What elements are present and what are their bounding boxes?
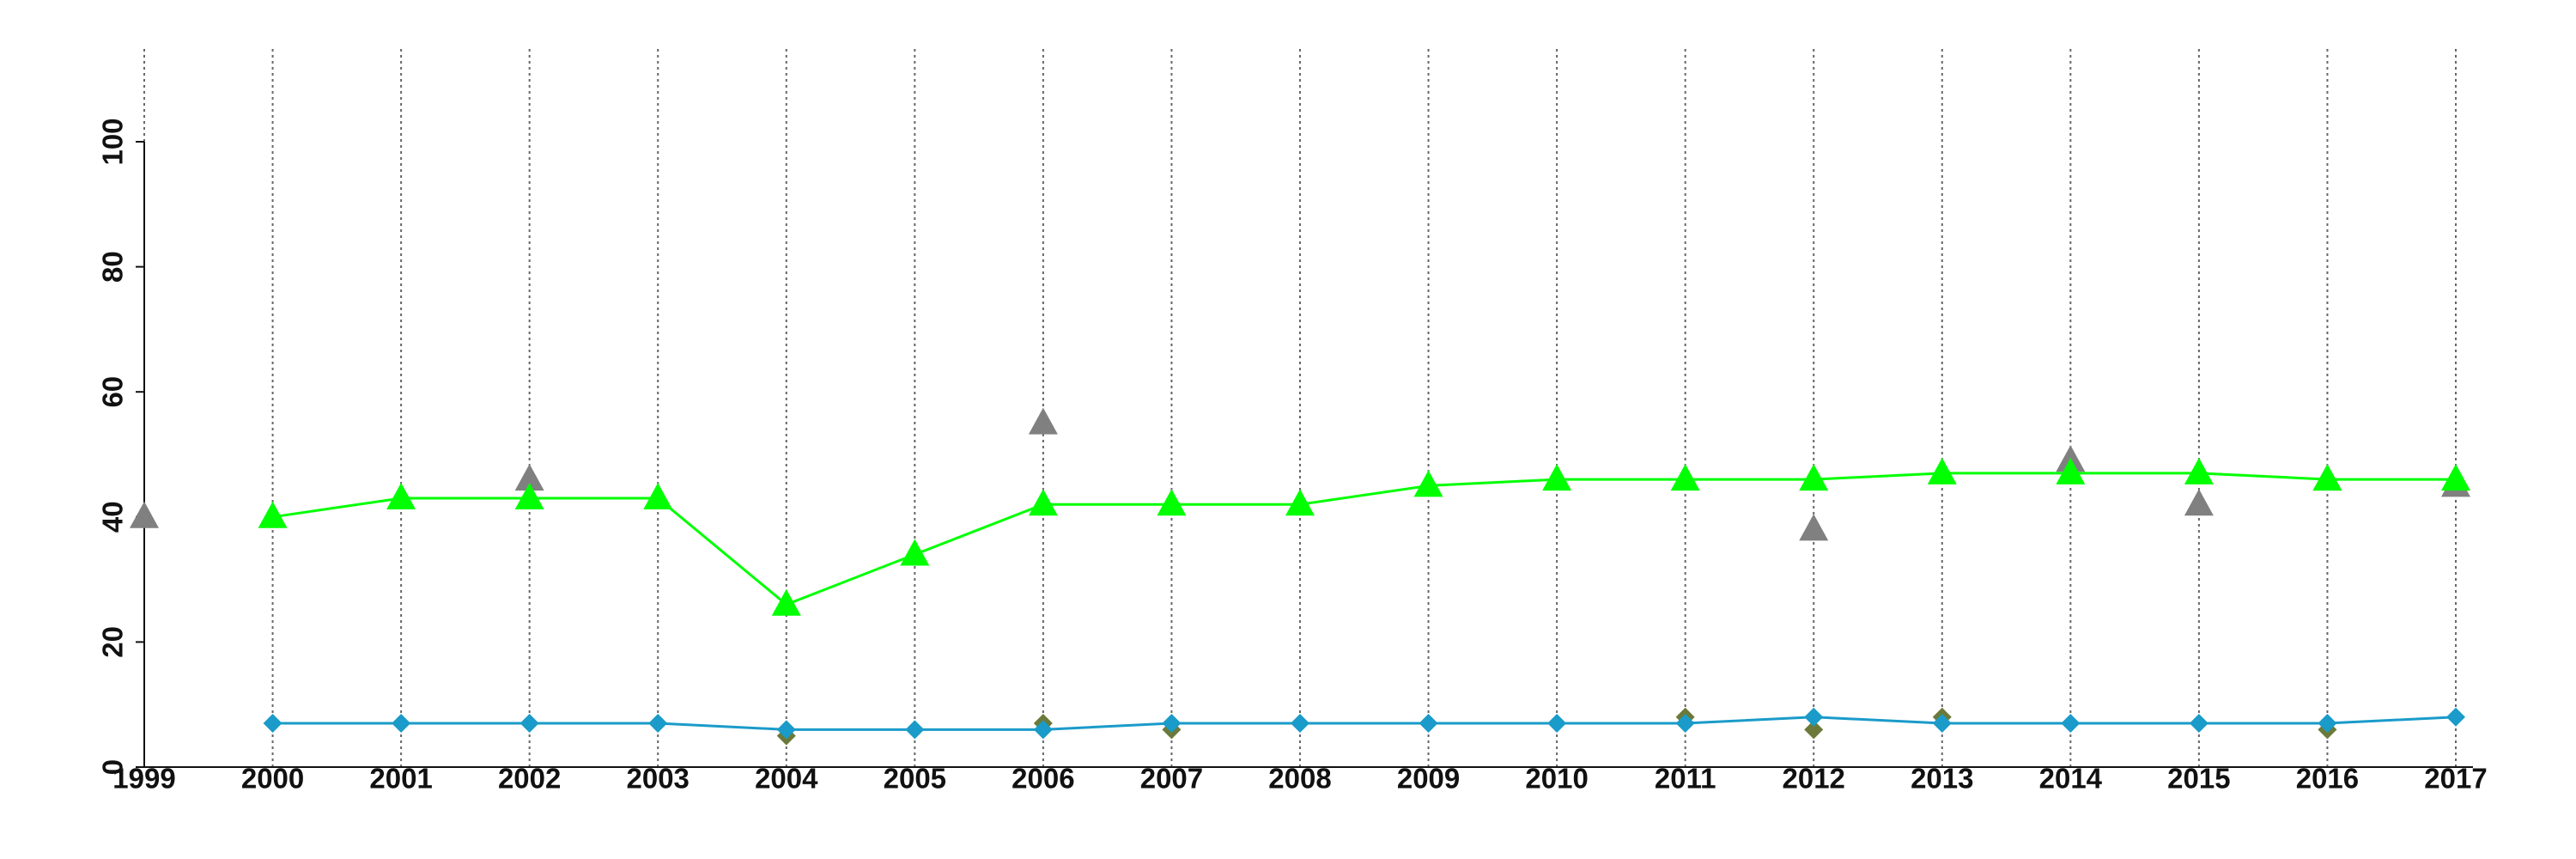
triangle-marker: [130, 501, 159, 528]
diamond-marker: [776, 720, 796, 740]
triangle-marker: [771, 588, 801, 616]
diamond-marker: [2446, 707, 2465, 727]
triangle-marker: [1799, 514, 1829, 541]
triangle-marker: [2441, 464, 2470, 491]
triangle-marker: [258, 501, 288, 528]
diamond-marker: [263, 714, 283, 734]
y-tick-label: 20: [97, 626, 129, 658]
y-tick-label: 60: [97, 376, 129, 408]
triangle-marker: [1028, 407, 1058, 435]
diamond-marker: [1804, 720, 1824, 740]
diamond-marker: [1033, 720, 1053, 740]
diamond-marker: [2318, 714, 2337, 734]
triangle-marker: [386, 482, 416, 509]
triangle-marker: [1413, 470, 1443, 497]
triangle-marker: [1799, 464, 1829, 491]
triangle-marker: [1028, 489, 1058, 516]
diamond-marker: [519, 714, 539, 734]
diamond-marker: [1291, 714, 1309, 734]
series-line: [272, 716, 2457, 731]
series-line: [272, 472, 2456, 606]
diamond-marker: [648, 714, 668, 734]
diamond-marker: [1932, 714, 1952, 734]
y-tick-label: 100: [97, 118, 129, 165]
diamond-marker: [1419, 714, 1438, 734]
triangle-marker: [514, 464, 544, 491]
triangle-marker: [1542, 464, 1572, 491]
triangle-marker: [2184, 457, 2214, 484]
triangle-marker: [900, 539, 930, 566]
triangle-marker: [2312, 464, 2342, 491]
diamond-marker: [2061, 714, 2081, 734]
triangle-marker: [1927, 457, 1957, 484]
diamond-marker: [905, 720, 925, 740]
triangle-marker: [1670, 464, 1700, 491]
diamond-marker: [1804, 707, 1824, 727]
triangle-marker: [2056, 457, 2086, 484]
diamond-marker: [2189, 714, 2208, 734]
triangle-marker: [1285, 489, 1315, 516]
y-tick-label: 0: [97, 759, 129, 775]
triangle-marker: [2184, 489, 2214, 516]
triangle-marker: [514, 482, 544, 509]
triangle-marker: [1157, 489, 1187, 516]
triangle-marker: [643, 482, 673, 509]
y-tick-label: 40: [97, 501, 129, 533]
diamond-marker: [392, 714, 411, 734]
diamond-marker: [1162, 714, 1182, 734]
y-tick-label: 80: [97, 251, 129, 283]
diamond-marker: [1547, 714, 1567, 734]
diamond-marker: [1675, 714, 1695, 734]
